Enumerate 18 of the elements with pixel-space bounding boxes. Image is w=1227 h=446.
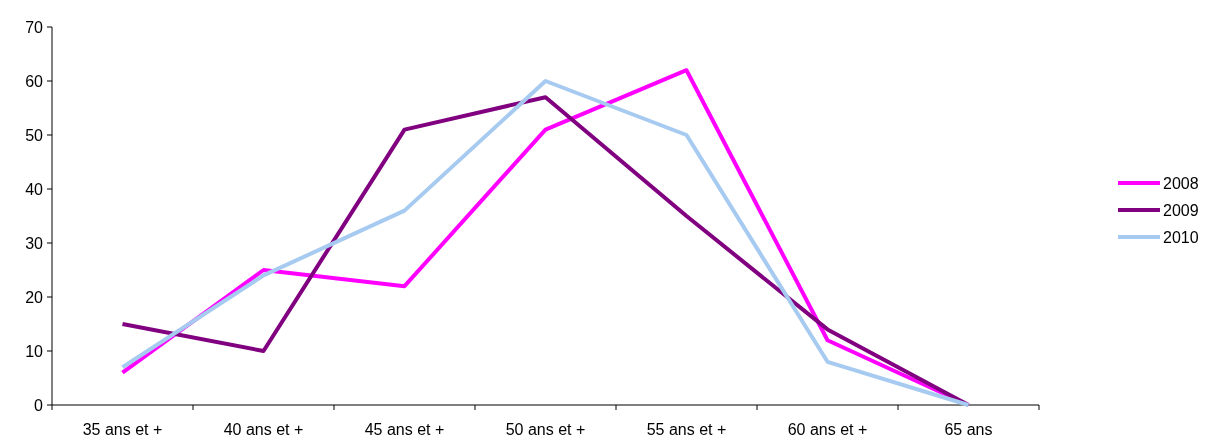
y-tick-label: 0 <box>34 396 44 414</box>
y-tick-label: 30 <box>25 234 44 252</box>
legend-label: 2010 <box>1163 228 1199 246</box>
y-tick-label: 40 <box>25 180 44 198</box>
x-tick-label: 60 ans et + <box>787 421 868 438</box>
y-tick-label: 20 <box>25 288 44 306</box>
legend-label: 2009 <box>1163 201 1199 219</box>
x-tick-label: 50 ans et + <box>505 421 586 438</box>
x-tick-label: 45 ans et + <box>364 421 445 438</box>
legend-label: 2008 <box>1163 174 1199 192</box>
y-tick-label: 70 <box>25 18 44 36</box>
x-tick-label: 55 ans et + <box>646 421 727 438</box>
y-tick-label: 50 <box>25 126 44 144</box>
y-tick-label: 60 <box>25 72 44 90</box>
x-tick-label: 40 ans et + <box>223 421 304 438</box>
x-tick-label: 65 ans <box>944 421 993 438</box>
x-tick-label: 35 ans et + <box>82 421 163 438</box>
y-tick-label: 10 <box>25 342 44 360</box>
